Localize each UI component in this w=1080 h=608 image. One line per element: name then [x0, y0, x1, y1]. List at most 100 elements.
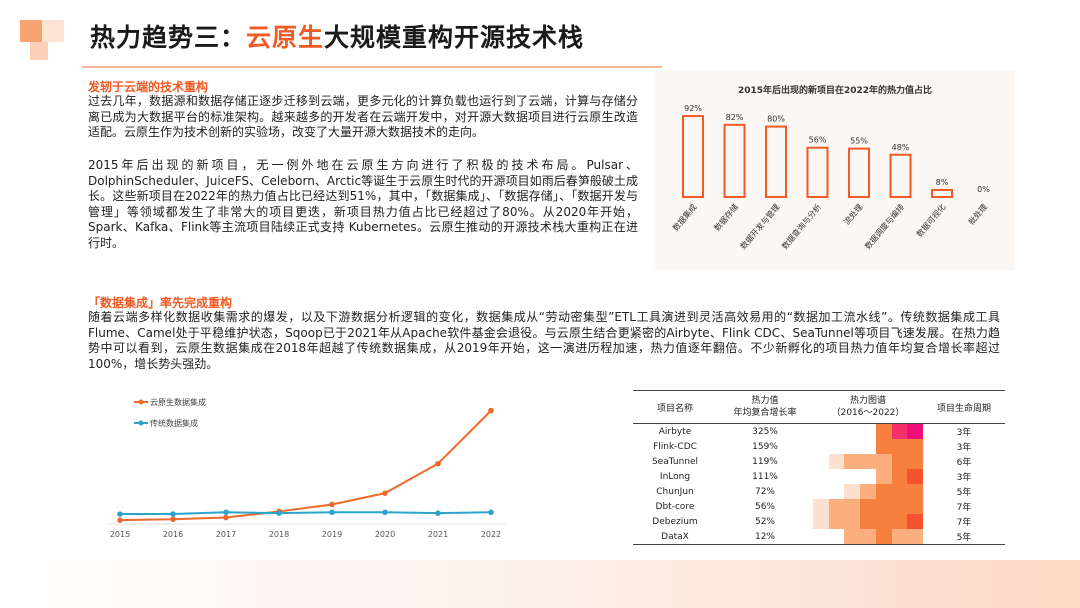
bar-value-label-1: 82% [726, 113, 744, 122]
heat-cell-4 [875, 529, 892, 544]
heatmap-cell [813, 499, 924, 514]
heat-cell-0 [813, 454, 829, 469]
table-row: InLong 111% 3年 [633, 469, 1005, 484]
bar-0 [682, 115, 704, 198]
heatmap-cell [813, 454, 924, 469]
series-1-point-6 [435, 510, 441, 516]
heat-cell-4 [875, 439, 892, 454]
heatmap-cell [813, 424, 924, 439]
heatmap-cell [813, 514, 924, 529]
heatmap-cell [813, 529, 924, 544]
lifecycle-cell: 7年 [956, 518, 972, 528]
legend-label-1: 传统数据集成 [150, 418, 198, 428]
heat-cell-3 [860, 514, 876, 529]
x-tick-label-6: 2021 [428, 530, 448, 539]
heat-cell-5 [891, 469, 908, 484]
heat-cell-6 [907, 499, 924, 514]
bar-value-label-5: 48% [892, 143, 910, 152]
bar-2 [765, 125, 787, 198]
growth-cell: 111% [752, 471, 778, 482]
project-name-cell: Airbyte [658, 426, 692, 437]
heat-cell-1 [828, 454, 845, 469]
lifecycle-cell: 5年 [956, 488, 972, 498]
series-1-point-7 [488, 509, 494, 516]
table-header: 项目名称 热力值 年均复合增长率 热力图谱 （2016～2022） 项目生命周期 [633, 390, 1005, 424]
bar-chart-title: 2015年后出现的新项目在2022年的热力值占比 [738, 84, 932, 96]
series-0-point-0 [117, 517, 123, 523]
col-lifecycle: 项目生命周期 [936, 403, 991, 414]
x-tick-label-7: 2022 [481, 530, 501, 539]
heat-cell-6 [907, 514, 924, 529]
heat-cell-4 [875, 499, 892, 514]
series-1-point-2 [223, 509, 229, 516]
heat-cell-2 [844, 499, 861, 514]
heat-cell-2 [844, 454, 861, 469]
table-row: DataX 12% 5年 [633, 529, 1005, 545]
lifecycle-cell: 6年 [956, 458, 972, 468]
project-name-cell: InLong [659, 471, 691, 482]
heat-cell-1 [829, 484, 845, 499]
growth-cell: 325% [752, 426, 778, 437]
lifecycle-cell: 3年 [956, 428, 972, 438]
heat-cell-0 [813, 514, 829, 529]
heat-cell-2 [844, 484, 861, 499]
heatmap-cell [813, 439, 924, 454]
col-project-name: 项目名称 [656, 403, 693, 414]
heat-cell-0 [813, 499, 829, 514]
heat-cell-0 [813, 469, 829, 484]
lifecycle-cell: 3年 [956, 473, 972, 483]
bar-value-label-0: 92% [684, 104, 702, 113]
bar-category-label-5: 数据调度与编排 [862, 202, 906, 251]
bar-chart-panel: 2015年后出现的新项目在2022年的热力值占比 92% 数据集成 82% 数据存储 80… [655, 70, 1015, 270]
heat-cell-5 [891, 514, 908, 529]
bar-5 [889, 153, 912, 199]
series-0-point-2 [223, 514, 229, 521]
section1-paragraph-2: 2015年后出现的新项目，无一例外地在云原生方向进行了积极的技术布局。Pulsa… [88, 158, 638, 250]
growth-cell: 56% [754, 501, 775, 512]
x-tick-label-1: 2016 [163, 530, 183, 539]
heat-cell-5 [891, 499, 908, 514]
bar-6 [931, 188, 953, 198]
col-heatmap-line-1: 热力图谱 [849, 396, 886, 406]
bar-value-label-4: 55% [850, 137, 868, 146]
heat-cell-6 [907, 469, 924, 484]
heat-cell-6 [907, 439, 924, 454]
heat-cell-2 [844, 529, 861, 544]
title-prefix: 热力趋势三： [90, 23, 247, 52]
bar-category-label-0: 数据集成 [670, 202, 698, 233]
bar-chart: 2015年后出现的新项目在2022年的热力值占比 92% 数据集成 82% 数据存储 80… [670, 84, 990, 251]
heat-cell-0 [813, 424, 829, 439]
heat-cell-1 [829, 439, 845, 454]
series-0-point-4 [329, 501, 335, 508]
heat-cell-4 [875, 484, 892, 499]
heat-cell-5 [891, 454, 908, 469]
heat-cell-6 [907, 484, 924, 499]
bar-4 [848, 147, 870, 198]
bar-value-label-7: 0% [977, 185, 990, 194]
heat-table: 项目名称 热力值 年均复合增长率 热力图谱 （2016～2022） 项目生命周期 A… [633, 390, 1005, 545]
heat-cell-1 [828, 514, 845, 529]
line-chart: 2015 2016 2017 2018 2019 2020 2021 2022 云原生数据集成传… [108, 397, 505, 539]
table-row: Dbt-core 56% 7年 [633, 499, 1005, 514]
title-highlight: 云原生 [246, 23, 325, 52]
series-1-point-0 [117, 511, 123, 517]
series-1-point-5 [382, 509, 388, 516]
heat-cell-4 [875, 469, 892, 484]
bar-category-label-4: 流处理 [841, 202, 864, 227]
heat-cell-6 [907, 424, 924, 439]
table-row: Flink-CDC 159% 3年 [633, 439, 1005, 454]
title-suffix: 大规模重构开源技术栈 [324, 23, 585, 52]
project-name-cell: Dbt-core [655, 501, 695, 512]
section1-heading: 发轫于云端的技术重构 [88, 80, 209, 94]
project-name-cell: DataX [661, 531, 689, 542]
x-tick-label-3: 2018 [269, 530, 289, 539]
heat-cell-1 [829, 469, 845, 484]
heat-cell-2 [844, 424, 860, 439]
x-tick-label-0: 2015 [110, 530, 130, 539]
series-0-point-6 [435, 460, 441, 467]
heat-cell-3 [860, 439, 876, 454]
project-name-cell: Flink-CDC [653, 441, 697, 452]
legend-label-0: 云原生数据集成 [150, 397, 206, 407]
heat-cell-1 [829, 424, 845, 439]
section2-paragraph: 随着云端多样化数据收集需求的爆发，以及下游数据分析逻辑的变化，数据集成从“劳动密… [88, 310, 1000, 371]
